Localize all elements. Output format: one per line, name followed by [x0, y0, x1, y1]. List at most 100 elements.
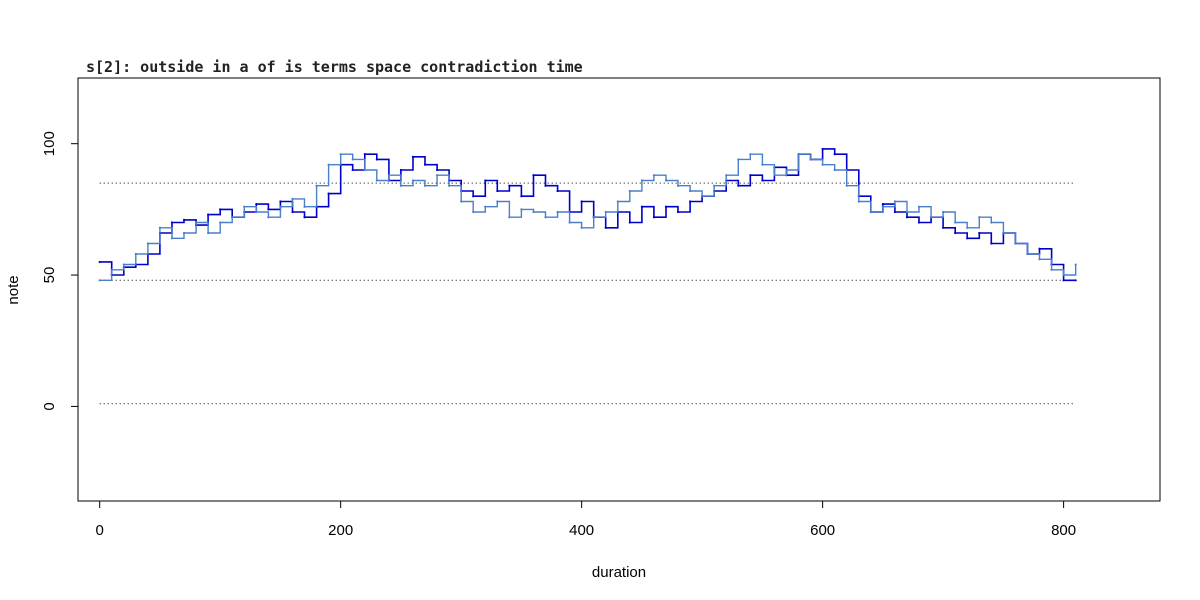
data-point [1014, 242, 1017, 245]
data-point [460, 200, 463, 203]
data-point [520, 195, 523, 198]
data-point [219, 208, 222, 211]
data-point [1002, 231, 1005, 235]
data-point [399, 184, 403, 187]
data-point [917, 205, 921, 208]
data-point [652, 174, 656, 177]
data-point [990, 221, 993, 224]
data-point [797, 153, 800, 156]
data-point [942, 210, 945, 214]
data-point [243, 205, 246, 208]
data-point [580, 200, 583, 203]
data-point [821, 163, 824, 166]
data-point [917, 221, 921, 224]
data-point [749, 174, 752, 177]
data-point [496, 200, 499, 203]
data-point [954, 221, 957, 224]
y-tick-label: 50 [41, 267, 58, 284]
data-point [628, 221, 631, 224]
data-point [520, 208, 523, 211]
data-point [544, 184, 547, 187]
data-point [1062, 273, 1065, 277]
x-tick-label: 800 [1051, 522, 1076, 539]
data-point [508, 184, 511, 187]
data-point [893, 200, 897, 203]
data-point [785, 168, 788, 172]
data-point [809, 158, 812, 161]
data-point [580, 226, 583, 229]
data-point [158, 226, 162, 229]
data-point [592, 216, 595, 219]
data-point [411, 179, 415, 182]
data-point [327, 163, 330, 166]
data-point [954, 231, 957, 235]
data-point [484, 179, 487, 182]
data-point [182, 231, 186, 235]
data-point [761, 163, 764, 166]
data-point [170, 237, 174, 240]
data-point [1038, 247, 1041, 250]
x-tick-label: 600 [810, 522, 835, 539]
series-line [99, 148, 1076, 282]
data-point [688, 189, 692, 193]
data-point [761, 179, 764, 182]
data-point [387, 174, 390, 177]
data-point [544, 216, 547, 219]
data-point [1074, 279, 1077, 282]
x-tick-label: 400 [569, 522, 594, 539]
data-point [604, 210, 607, 214]
data-point [833, 168, 836, 172]
data-point [990, 242, 993, 245]
data-point [399, 168, 403, 172]
data-point [279, 200, 282, 203]
x-axis: 0 200 400 600 800 [96, 500, 1076, 539]
data-point [773, 174, 776, 177]
reference-lines [99, 182, 1076, 405]
data-point [110, 268, 113, 271]
data-point [676, 184, 680, 187]
data-point [664, 179, 668, 182]
data-point [532, 210, 535, 214]
data-point [423, 163, 427, 166]
data-point [532, 174, 535, 177]
data-point [134, 252, 137, 256]
data-point [435, 174, 439, 177]
data-point [351, 158, 354, 161]
data-point [749, 153, 752, 156]
data-point [881, 203, 884, 206]
data-point [616, 200, 619, 203]
data-point [423, 184, 427, 187]
data-point [725, 174, 728, 177]
data-point [640, 205, 643, 208]
data-point [664, 205, 668, 208]
data-point [435, 168, 439, 172]
data-point [339, 153, 342, 156]
data-point [568, 221, 571, 224]
data-point [628, 189, 631, 193]
data-point [472, 210, 475, 214]
y-axis-label: note [5, 275, 22, 304]
data-point [857, 200, 860, 203]
x-tick-label: 200 [328, 522, 353, 539]
data-point [327, 192, 330, 195]
data-point [640, 179, 643, 182]
data-point [929, 216, 933, 219]
data-point [942, 226, 945, 229]
data-point [713, 184, 716, 187]
data-point [207, 231, 210, 235]
data-point [508, 216, 511, 219]
data-point [893, 210, 897, 214]
data-point [472, 195, 475, 198]
data-point [869, 210, 872, 214]
data-point [821, 147, 824, 151]
data-point [207, 213, 210, 216]
series-group [98, 147, 1077, 282]
chart-title: s[2]: outside in a of is terms space con… [86, 58, 583, 76]
data-point [351, 168, 354, 172]
data-point [267, 216, 270, 219]
data-point [1038, 258, 1041, 261]
data-point [363, 153, 366, 156]
series-line [99, 153, 1077, 281]
data-point [556, 189, 559, 193]
